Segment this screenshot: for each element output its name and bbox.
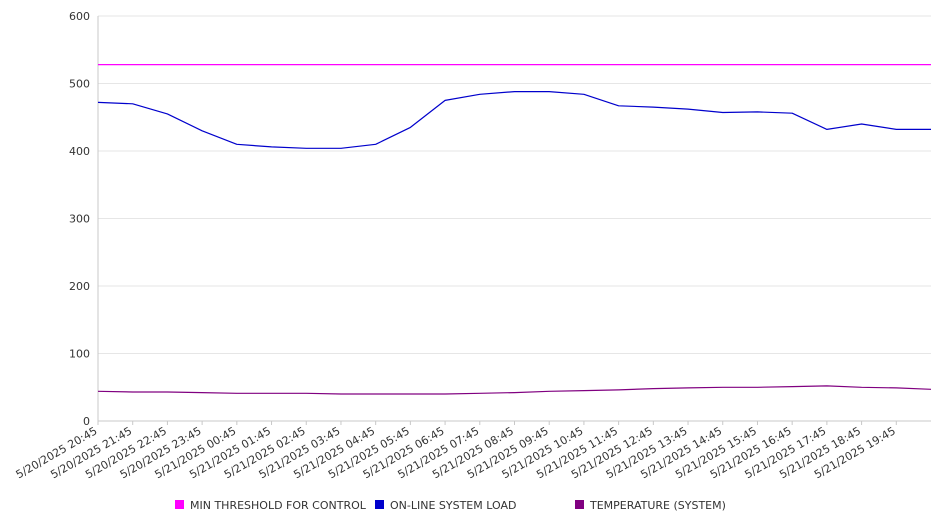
data-point	[652, 106, 655, 109]
legend-swatch	[575, 500, 584, 509]
legend-swatch	[375, 500, 384, 509]
series-line-2	[97, 385, 932, 395]
data-point	[721, 111, 724, 114]
data-point	[270, 63, 273, 66]
legend-label: ON-LINE SYSTEM LOAD	[390, 499, 516, 512]
data-point	[548, 390, 551, 393]
data-point	[235, 63, 238, 66]
data-point	[929, 63, 932, 66]
data-point	[860, 63, 863, 66]
data-point	[513, 391, 516, 394]
data-point	[513, 63, 516, 66]
data-point	[686, 386, 689, 389]
data-point	[686, 63, 689, 66]
data-point	[443, 392, 446, 395]
data-point	[895, 386, 898, 389]
data-point	[339, 392, 342, 395]
data-point	[131, 63, 134, 66]
data-point	[895, 128, 898, 131]
data-point	[825, 384, 828, 387]
y-tick-label: 0	[83, 415, 90, 428]
data-point	[374, 63, 377, 66]
data-point	[756, 63, 759, 66]
data-point	[96, 101, 99, 104]
data-point	[478, 93, 481, 96]
data-point	[235, 143, 238, 146]
data-point	[825, 128, 828, 131]
data-point	[443, 99, 446, 102]
y-tick-label: 100	[69, 348, 90, 361]
y-tick-label: 400	[69, 145, 90, 158]
data-point	[548, 63, 551, 66]
y-tick-label: 500	[69, 78, 90, 91]
data-point	[548, 90, 551, 93]
data-point	[131, 102, 134, 105]
data-point	[582, 93, 585, 96]
data-point	[166, 112, 169, 115]
data-point	[791, 385, 794, 388]
data-point	[860, 386, 863, 389]
data-point	[374, 143, 377, 146]
data-point	[582, 63, 585, 66]
data-point	[617, 388, 620, 391]
legend-label: MIN THRESHOLD FOR CONTROL	[190, 499, 367, 512]
y-tick-label: 600	[69, 10, 90, 23]
data-point	[443, 63, 446, 66]
data-point	[513, 90, 516, 93]
data-point	[478, 392, 481, 395]
data-point	[929, 388, 932, 391]
data-point	[825, 63, 828, 66]
data-point	[201, 63, 204, 66]
data-point	[652, 63, 655, 66]
y-tick-label: 300	[69, 213, 90, 226]
data-point	[305, 63, 308, 66]
legend-label: TEMPERATURE (SYSTEM)	[589, 499, 726, 512]
legend: MIN THRESHOLD FOR CONTROL ON-LINE SYSTEM …	[175, 499, 726, 512]
data-point	[617, 104, 620, 107]
data-point	[617, 63, 620, 66]
data-point	[305, 392, 308, 395]
data-point	[131, 390, 134, 393]
data-point	[339, 147, 342, 150]
data-point	[96, 390, 99, 393]
legend-swatch	[175, 500, 184, 509]
data-point	[791, 112, 794, 115]
data-point	[409, 63, 412, 66]
y-tick-label: 200	[69, 280, 90, 293]
data-point	[201, 391, 204, 394]
data-point	[409, 392, 412, 395]
data-point	[166, 390, 169, 393]
data-point	[270, 145, 273, 148]
data-point	[721, 63, 724, 66]
data-point	[791, 63, 794, 66]
data-point	[895, 63, 898, 66]
data-point	[166, 63, 169, 66]
grid-layer	[98, 15, 931, 354]
data-point	[652, 387, 655, 390]
data-point	[201, 129, 204, 132]
data-point	[756, 110, 759, 113]
data-point	[96, 63, 99, 66]
data-point	[305, 147, 308, 150]
data-point	[686, 108, 689, 111]
data-point	[721, 386, 724, 389]
data-point	[409, 126, 412, 129]
data-point	[339, 63, 342, 66]
data-point	[929, 128, 932, 131]
series-layer	[96, 63, 932, 395]
series-line-1	[97, 90, 931, 149]
data-point	[756, 386, 759, 389]
data-point	[582, 389, 585, 392]
data-point	[860, 122, 863, 125]
data-point	[235, 392, 238, 395]
data-point	[374, 392, 377, 395]
data-point	[478, 63, 481, 66]
data-point	[270, 392, 273, 395]
